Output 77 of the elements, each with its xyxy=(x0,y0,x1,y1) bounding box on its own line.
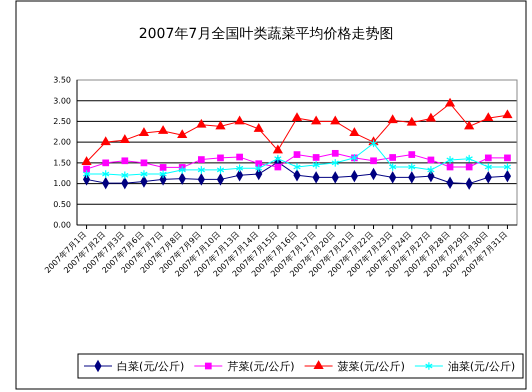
point xyxy=(217,154,224,162)
point xyxy=(483,112,494,122)
point xyxy=(140,170,148,178)
point xyxy=(274,154,282,164)
point xyxy=(160,164,166,171)
point xyxy=(120,170,129,180)
point xyxy=(293,162,301,172)
y-tick-label: 2.00 xyxy=(53,138,71,147)
point xyxy=(198,156,205,163)
point xyxy=(274,164,282,170)
point xyxy=(100,136,111,146)
legend-label: 芹菜(元/公斤) xyxy=(227,360,295,373)
y-tick-label: 2.50 xyxy=(53,116,71,126)
point xyxy=(388,114,398,124)
y-tick-label: 3.00 xyxy=(53,96,71,106)
legend-label: 油菜(元/公斤) xyxy=(448,360,516,373)
point xyxy=(426,112,436,122)
point xyxy=(236,154,243,160)
point xyxy=(504,154,511,162)
point xyxy=(196,118,206,128)
y-tick-label: 0.50 xyxy=(53,200,71,209)
point xyxy=(272,144,283,154)
point xyxy=(82,170,90,178)
point xyxy=(464,120,474,130)
point xyxy=(406,116,417,126)
point xyxy=(446,156,454,164)
point xyxy=(446,164,454,170)
point xyxy=(427,166,435,174)
point xyxy=(83,166,90,172)
chart-title: 2007年7月全国叶类蔬菜平均价格走势图 xyxy=(138,26,394,42)
point xyxy=(484,154,492,162)
point xyxy=(388,162,397,172)
point xyxy=(444,98,456,107)
point xyxy=(502,109,513,118)
point xyxy=(102,160,110,166)
point xyxy=(236,164,244,173)
point xyxy=(408,162,416,172)
y-tick-label: 0.00 xyxy=(53,220,71,230)
legend-label: 白菜(元/公斤) xyxy=(117,360,184,373)
point xyxy=(484,162,492,172)
point xyxy=(349,127,360,136)
point xyxy=(370,138,378,148)
point xyxy=(311,116,322,124)
point xyxy=(292,112,302,122)
point xyxy=(140,160,148,166)
point xyxy=(332,150,339,157)
point xyxy=(121,157,128,164)
point xyxy=(254,164,263,173)
point xyxy=(428,156,434,164)
point xyxy=(158,125,168,134)
point xyxy=(389,154,396,161)
legend-label: 菠菜(元/公斤) xyxy=(338,360,405,373)
point xyxy=(215,120,226,130)
point xyxy=(178,166,186,174)
point xyxy=(331,158,340,168)
point xyxy=(234,116,245,124)
point xyxy=(312,160,320,170)
point xyxy=(102,170,110,178)
point xyxy=(504,162,512,172)
point xyxy=(177,129,188,138)
point xyxy=(370,157,377,164)
point xyxy=(120,134,130,144)
y-tick-label: 1.50 xyxy=(53,158,71,168)
point xyxy=(330,116,340,124)
point xyxy=(81,156,92,165)
y-tick-label: 1.00 xyxy=(53,179,71,188)
point xyxy=(138,127,150,136)
point xyxy=(159,170,167,178)
point xyxy=(216,166,224,174)
point xyxy=(408,151,416,158)
point xyxy=(294,151,300,158)
point xyxy=(254,123,264,132)
point xyxy=(312,154,320,161)
point xyxy=(466,164,473,170)
point xyxy=(465,154,474,164)
y-tick-label: 3.50 xyxy=(53,76,71,85)
point xyxy=(197,166,206,174)
